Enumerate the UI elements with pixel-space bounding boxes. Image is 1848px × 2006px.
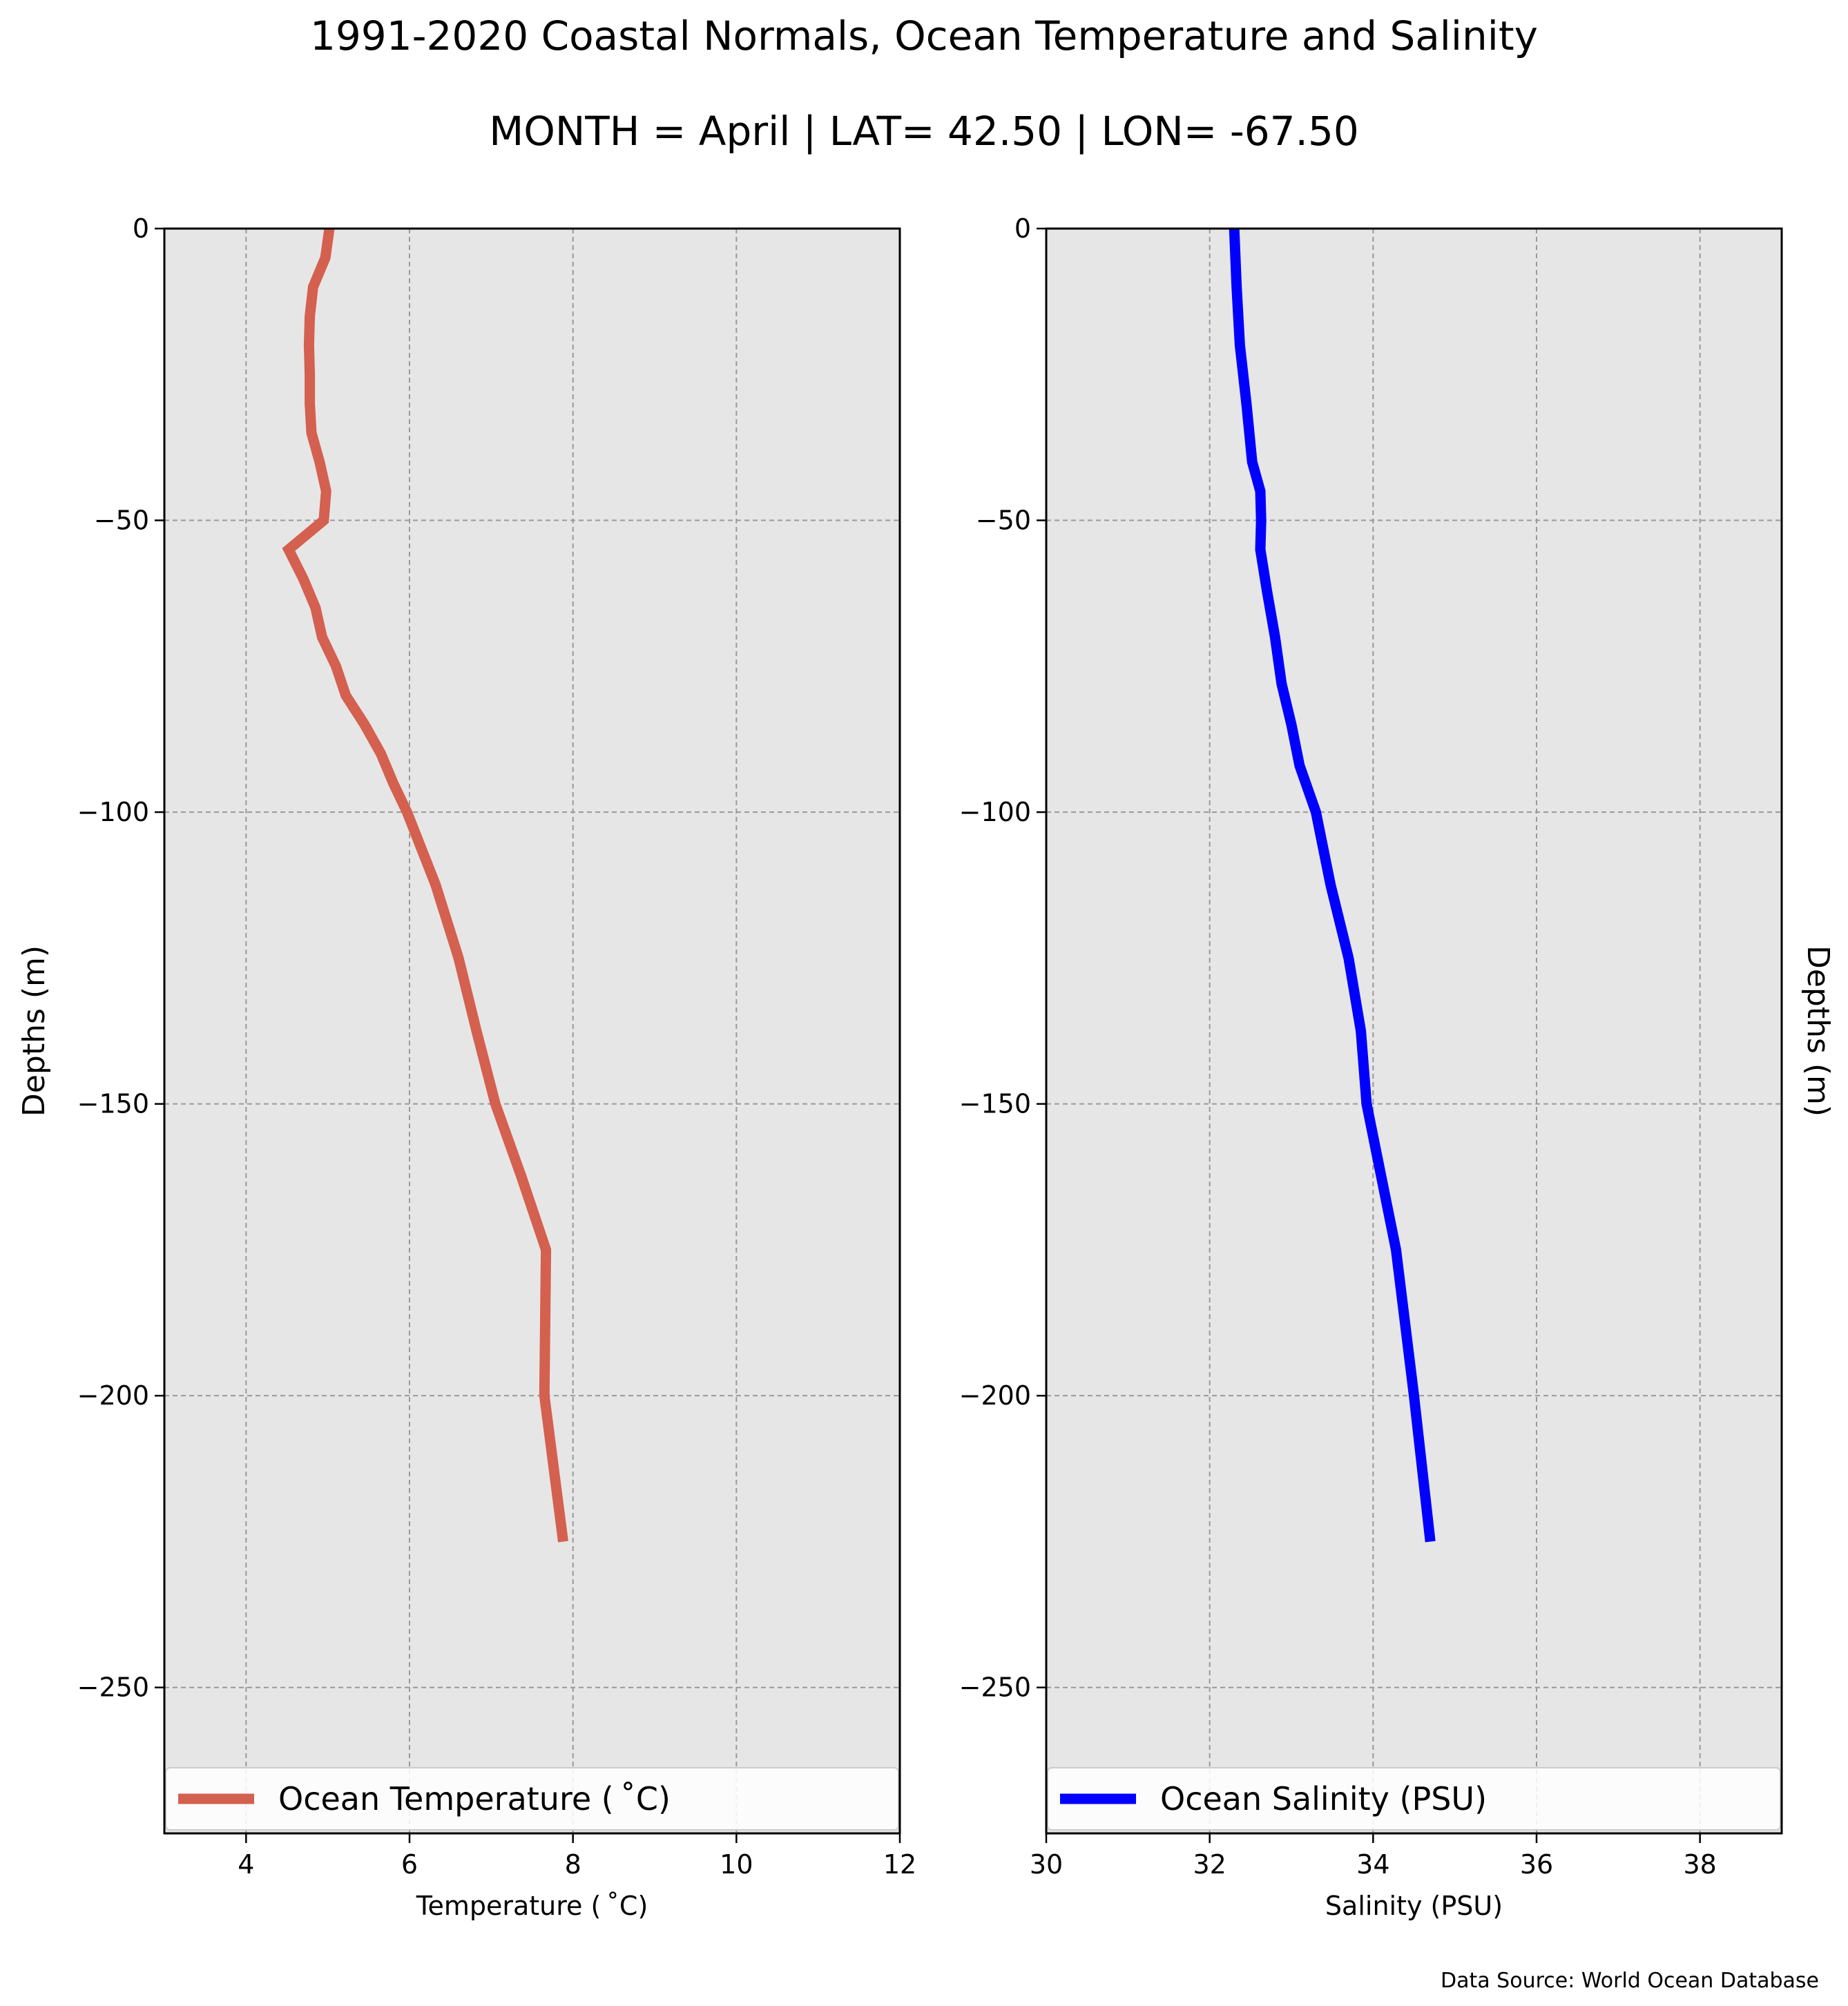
figure-subtitle: MONTH = April | LAT= 42.50 | LON= -67.50	[489, 108, 1359, 155]
salinity-x-tick-label: 36	[1520, 1849, 1553, 1880]
salinity-plot-area	[1046, 229, 1782, 1833]
figure-title: 1991-2020 Coastal Normals, Ocean Tempera…	[310, 12, 1538, 59]
temperature-y-tick-label: 0	[133, 213, 149, 244]
salinity-y-tick-label: −50	[976, 505, 1031, 536]
temperature-x-tick-label: 10	[720, 1849, 753, 1880]
salinity-x-tick-label: 34	[1356, 1849, 1389, 1880]
temperature-legend-label: Ocean Temperature ( ˚C)	[278, 1780, 671, 1817]
temperature-y-tick-label: −150	[77, 1089, 149, 1119]
salinity-y-tick-label: −100	[959, 797, 1031, 827]
salinity-x-tick-label: 32	[1193, 1849, 1226, 1880]
temperature-x-tick-label: 6	[401, 1849, 418, 1880]
temperature-axes-frame	[163, 227, 901, 1835]
data-source-footer: Data Source: World Ocean Database	[1441, 1969, 1819, 1993]
temperature-y-tick-label: −250	[77, 1672, 149, 1703]
salinity-series-line	[1229, 228, 1436, 1543]
salinity-y-tick-label: −150	[959, 1089, 1031, 1119]
salinity-y-axis-label: Depths (m)	[1800, 945, 1836, 1117]
salinity-axes-frame	[1045, 227, 1783, 1835]
salinity-legend-box	[1047, 1767, 1781, 1831]
salinity-x-axis-label: Salinity (PSU)	[1325, 1891, 1503, 1921]
salinity-y-tick-label: −250	[959, 1672, 1031, 1703]
temperature-y-tick-label: −50	[94, 505, 149, 536]
temperature-series-line	[282, 227, 568, 1543]
salinity-y-tick-label: −200	[959, 1380, 1031, 1411]
temperature-x-tick-label: 8	[565, 1849, 581, 1880]
temperature-x-tick-label: 12	[883, 1849, 916, 1880]
temperature-y-tick-label: −200	[77, 1380, 149, 1411]
temperature-x-tick-label: 4	[238, 1849, 254, 1880]
salinity-x-tick-label: 30	[1030, 1849, 1063, 1880]
salinity-y-tick-label: 0	[1014, 213, 1031, 244]
salinity-legend-label: Ocean Salinity (PSU)	[1160, 1780, 1487, 1817]
temperature-plot-area	[164, 229, 900, 1833]
salinity-x-tick-label: 38	[1683, 1849, 1716, 1880]
temperature-y-axis-label: Depths (m)	[17, 945, 52, 1117]
temperature-y-tick-label: −100	[77, 797, 149, 827]
temperature-legend-box	[165, 1767, 899, 1831]
temperature-x-axis-label: Temperature ( ˚C)	[416, 1891, 648, 1921]
